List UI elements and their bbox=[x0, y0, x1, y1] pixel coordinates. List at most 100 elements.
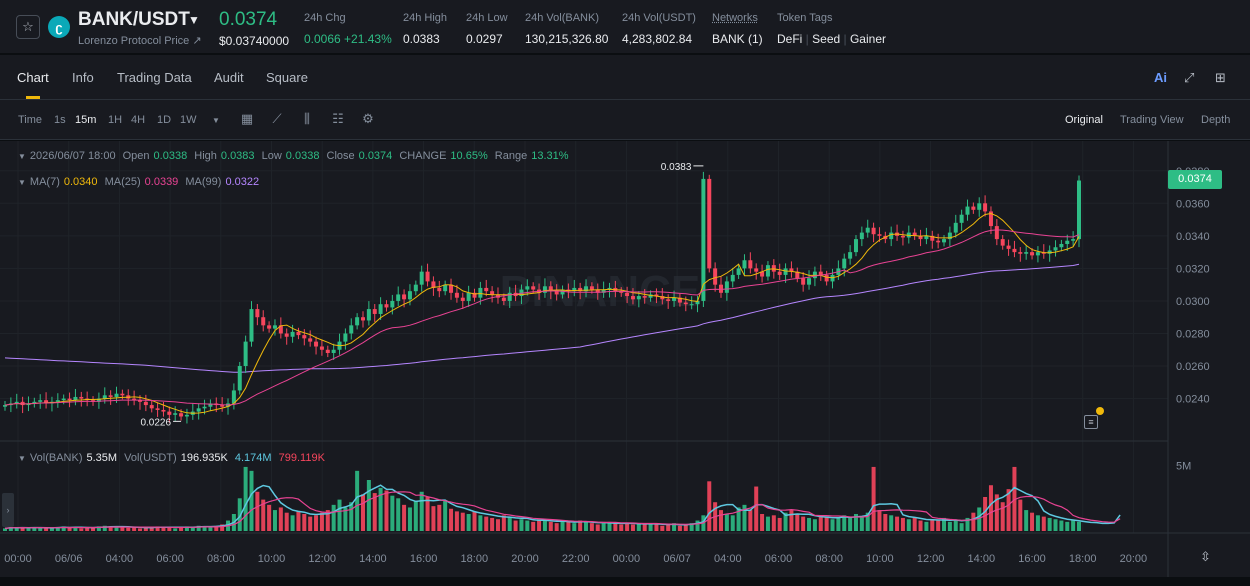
candle-body bbox=[795, 271, 800, 279]
x-tick-label: 22:00 bbox=[562, 553, 590, 565]
candle-body bbox=[472, 292, 477, 298]
collapse-caret-icon[interactable]: ▼ bbox=[18, 152, 26, 161]
tf-1s[interactable]: 1s bbox=[54, 114, 66, 126]
tf-time[interactable]: Time bbox=[18, 114, 43, 126]
volume-bar bbox=[707, 481, 712, 531]
collapse-caret-icon[interactable]: ▼ bbox=[18, 178, 26, 187]
tf-1h[interactable]: 1H bbox=[108, 114, 123, 126]
candle-body bbox=[994, 226, 999, 240]
volume-bar bbox=[830, 519, 835, 531]
tf-15m[interactable]: 15m bbox=[75, 114, 97, 126]
price-chart[interactable]: BINANCE 0.03800.03600.03400.03200.03000.… bbox=[0, 141, 1250, 577]
last-price-tag: 0.0374 bbox=[1168, 170, 1222, 189]
candle bbox=[1024, 245, 1029, 260]
candle-body bbox=[425, 271, 430, 282]
collapse-caret-icon[interactable]: ▼ bbox=[18, 454, 26, 463]
volume-bar bbox=[853, 514, 858, 531]
candle bbox=[560, 285, 565, 299]
favorite-star-icon[interactable]: ☆ bbox=[16, 15, 40, 39]
volume-bar bbox=[765, 516, 770, 531]
volume-bar bbox=[630, 524, 635, 531]
candle-body bbox=[648, 294, 653, 298]
grid-icon[interactable]: ⊞ bbox=[1215, 70, 1226, 85]
candle-body bbox=[478, 287, 483, 298]
candle-body bbox=[272, 325, 277, 329]
x-tick-label: 18:00 bbox=[461, 553, 489, 565]
candle-body bbox=[859, 232, 864, 240]
chevron-down-icon[interactable]: ▼ bbox=[188, 13, 200, 27]
candle-body bbox=[1012, 248, 1017, 253]
candle bbox=[625, 286, 630, 304]
tag-seed[interactable]: Seed bbox=[812, 32, 841, 46]
candle bbox=[173, 406, 178, 421]
candle bbox=[472, 288, 477, 302]
volume-bar bbox=[848, 517, 853, 531]
volume-bar bbox=[331, 504, 336, 531]
tag-gainer[interactable]: Gainer bbox=[849, 32, 886, 46]
chart-tabs: Chart Info Trading Data Audit Square Ai … bbox=[0, 55, 1250, 100]
volume-bar bbox=[936, 520, 941, 531]
stat-networks[interactable]: Networks BANK (1) bbox=[712, 12, 763, 46]
settings-list-icon[interactable]: ☷ bbox=[332, 111, 344, 126]
candle-body bbox=[983, 203, 988, 212]
calendar-icon[interactable]: ▦ bbox=[240, 111, 254, 126]
candle-body bbox=[877, 234, 882, 236]
candle-body bbox=[672, 297, 677, 301]
tf-4h[interactable]: 4H bbox=[131, 114, 146, 126]
view-original[interactable]: Original bbox=[1065, 114, 1103, 126]
volume-bar bbox=[1053, 519, 1058, 531]
project-price-link[interactable]: Lorenzo Protocol Price ↗ bbox=[78, 35, 202, 47]
volume-bar bbox=[859, 516, 864, 531]
volume-bar bbox=[190, 527, 195, 531]
candle-body bbox=[707, 178, 712, 269]
scroll-left-handle[interactable]: › bbox=[2, 493, 14, 527]
tab-info[interactable]: Info bbox=[72, 70, 94, 85]
candle bbox=[666, 294, 671, 309]
candle-body bbox=[331, 349, 336, 354]
view-depth[interactable]: Depth bbox=[1201, 114, 1231, 126]
indicator-icon[interactable]: ⟋ bbox=[272, 111, 282, 126]
candle-body bbox=[237, 366, 242, 391]
tf-1d[interactable]: 1D bbox=[157, 114, 172, 126]
stat-24h-change: 24h Chg 0.0066 +21.43% bbox=[304, 12, 392, 46]
tab-chart[interactable]: Chart bbox=[17, 70, 49, 85]
view-trading-view[interactable]: Trading View bbox=[1120, 114, 1184, 126]
tf-1w[interactable]: 1W bbox=[180, 114, 197, 126]
candle-body bbox=[454, 292, 459, 298]
tab-trading-data[interactable]: Trading Data bbox=[117, 70, 192, 85]
pair-selector[interactable]: BANK/USDT bbox=[78, 9, 190, 30]
candle bbox=[748, 252, 753, 274]
candle bbox=[196, 403, 201, 420]
fit-scale-icon[interactable]: ⇳ bbox=[1200, 549, 1211, 564]
gear-icon[interactable]: ⚙ bbox=[362, 111, 374, 126]
volume-bar bbox=[466, 514, 471, 531]
tab-audit[interactable]: Audit bbox=[214, 70, 244, 85]
volume-bar bbox=[924, 521, 929, 531]
candle-body bbox=[748, 260, 753, 269]
candle-body bbox=[1077, 180, 1081, 240]
candle-type-icon[interactable]: ⫼ bbox=[304, 111, 310, 126]
volume-bar bbox=[1077, 521, 1081, 531]
tag-defi[interactable]: DeFi bbox=[777, 32, 803, 46]
volume-bar bbox=[642, 524, 647, 531]
tab-square[interactable]: Square bbox=[266, 70, 308, 85]
tf-more-chevron-icon[interactable]: ▼ bbox=[212, 116, 220, 125]
volume-bar bbox=[877, 510, 882, 531]
candle-body bbox=[578, 287, 583, 292]
candle-body bbox=[507, 292, 512, 301]
expand-icon[interactable]: ⤢ bbox=[1184, 70, 1195, 85]
ai-icon[interactable]: Ai bbox=[1154, 70, 1167, 85]
vol-tick-label: 5M bbox=[1176, 461, 1191, 473]
x-tick-label: 14:00 bbox=[968, 553, 996, 565]
candle-body bbox=[184, 414, 189, 417]
candle bbox=[296, 327, 301, 340]
candle bbox=[630, 288, 635, 305]
x-tick-label: 06:00 bbox=[765, 553, 793, 565]
notes-icon[interactable]: ≡ bbox=[1084, 415, 1098, 429]
candle bbox=[413, 280, 418, 296]
chart-area[interactable]: BINANCE 0.03800.03600.03400.03200.03000.… bbox=[0, 141, 1250, 577]
x-tick-label: 20:00 bbox=[1120, 553, 1148, 565]
candle bbox=[988, 206, 993, 235]
volume-bar bbox=[196, 525, 201, 531]
candle bbox=[44, 392, 49, 409]
